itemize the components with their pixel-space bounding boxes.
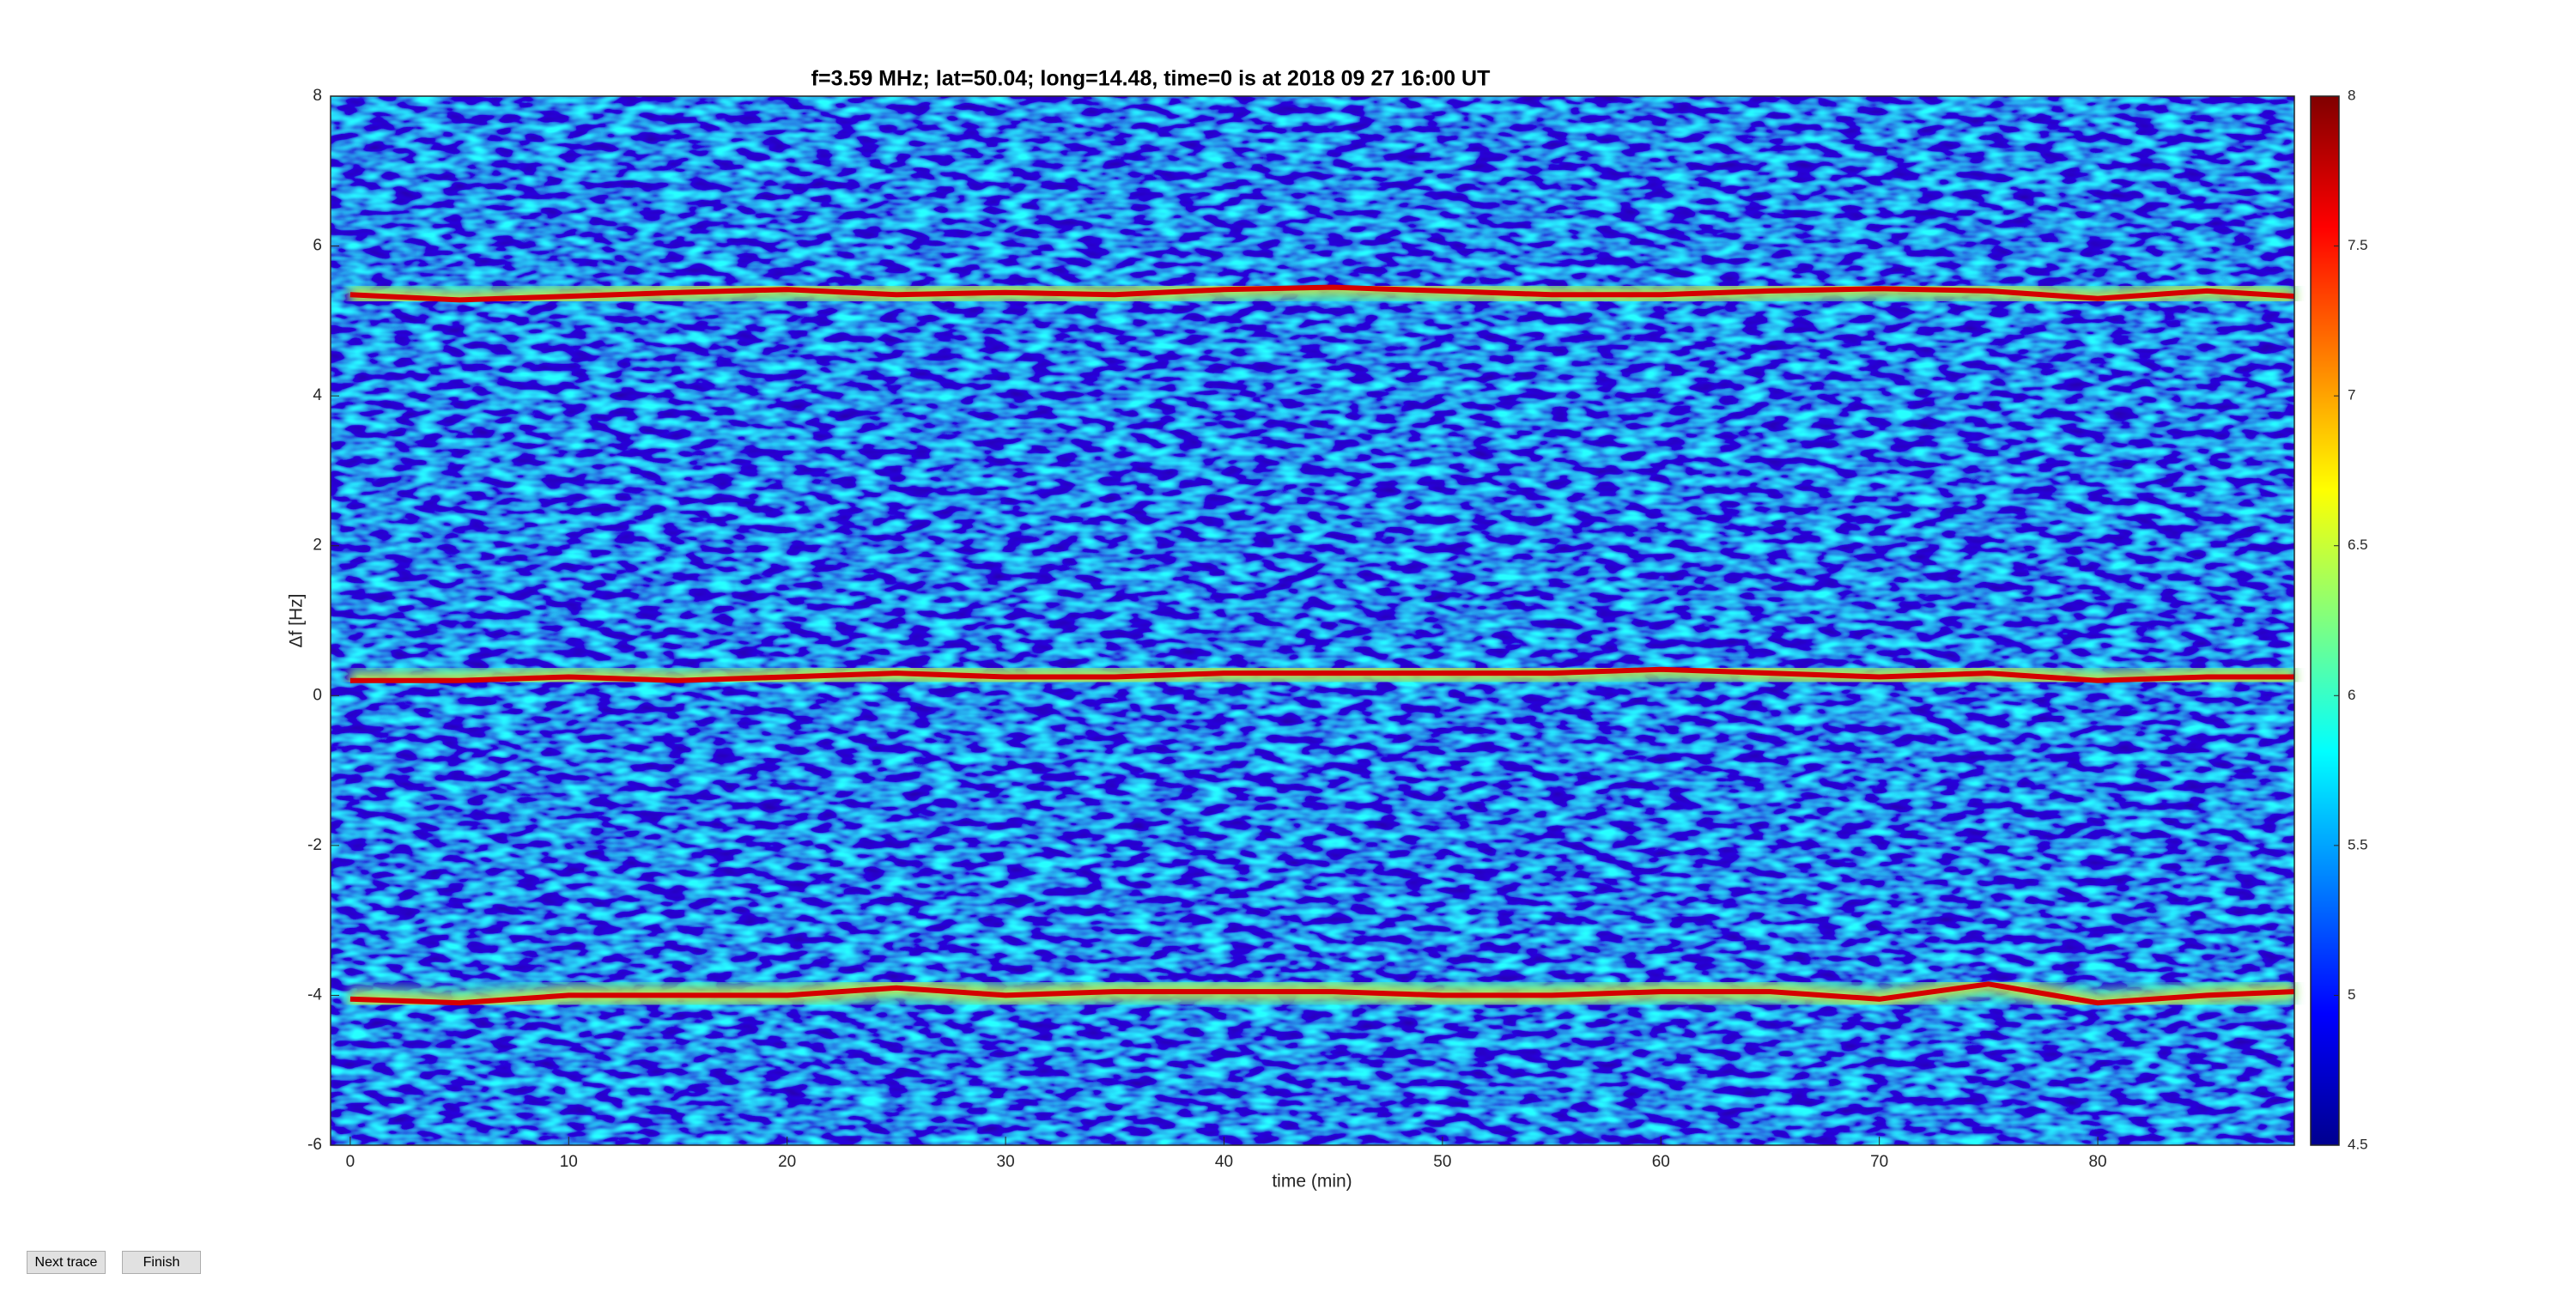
trace-line <box>349 981 2295 1006</box>
y-tick-label: -6 <box>307 1136 322 1154</box>
x-tick-label: 70 <box>1870 1153 1888 1171</box>
x-tick-label: 80 <box>2088 1153 2106 1171</box>
colorbar <box>2310 95 2340 1146</box>
y-tick-label: 6 <box>313 237 322 255</box>
colorbar-tick-label: 7.5 <box>2348 237 2368 253</box>
chart: f=3.59 MHz; lat=50.04; long=14.48, time=… <box>287 67 2368 1192</box>
colorbar-tick-label: 6.5 <box>2348 537 2368 553</box>
colorbar-tick-label: 7 <box>2348 387 2355 403</box>
y-axis-label: Δf [Hz] <box>287 593 307 647</box>
chart-title: f=3.59 MHz; lat=50.04; long=14.48, time=… <box>811 67 1491 91</box>
colorbar-tick-label: 5.5 <box>2348 836 2368 852</box>
trace-line <box>349 666 2294 683</box>
y-tick-label: 0 <box>313 686 322 704</box>
colorbar-tick-label: 4.5 <box>2348 1136 2368 1152</box>
x-tick-label: 60 <box>1652 1153 1670 1171</box>
next-trace-button[interactable]: Next trace <box>27 1251 106 1274</box>
y-tick-label: 8 <box>313 87 322 105</box>
colorbar-tick-label: 5 <box>2348 986 2355 1003</box>
colorbar-tick-label: 6 <box>2348 687 2355 703</box>
y-tick-label: 4 <box>313 386 322 404</box>
finish-button[interactable]: Finish <box>122 1251 201 1274</box>
spectrogram-noise <box>331 96 2294 1145</box>
x-tick-label: 50 <box>1433 1153 1451 1171</box>
y-tick-label: -4 <box>307 986 322 1004</box>
x-tick-label: 30 <box>997 1153 1015 1171</box>
x-tick-label: 40 <box>1215 1153 1233 1171</box>
x-tick-label: 0 <box>346 1153 355 1171</box>
y-tick-label: 2 <box>313 537 322 555</box>
y-tick-label: -2 <box>307 836 322 854</box>
plot-frame <box>330 95 2295 1146</box>
trace-line <box>349 284 2295 303</box>
colorbar-tick-label: 8 <box>2348 87 2355 103</box>
x-axis-label: time (min) <box>1272 1172 1352 1192</box>
x-tick-label: 20 <box>778 1153 796 1171</box>
x-tick-label: 10 <box>560 1153 578 1171</box>
